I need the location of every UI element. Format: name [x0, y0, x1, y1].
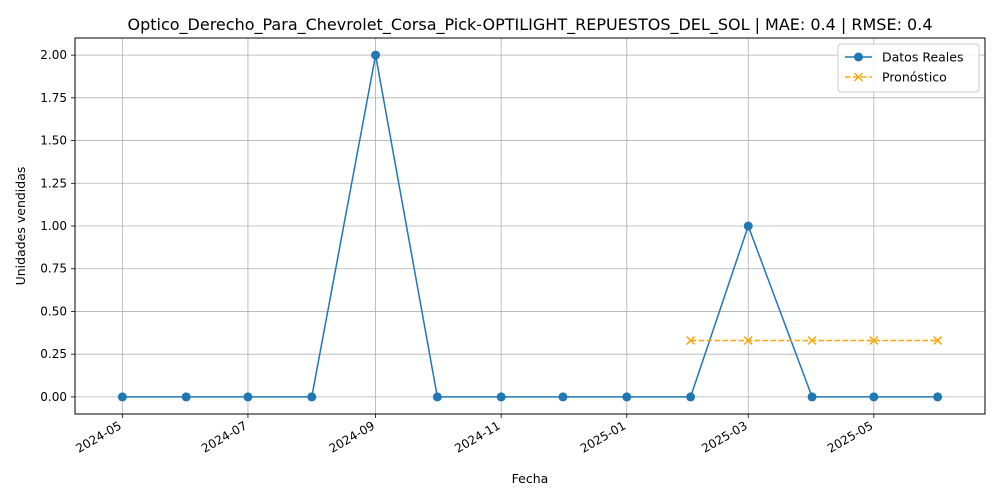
data-point: [307, 392, 317, 402]
y-axis-label: Unidades vendidas: [13, 167, 28, 286]
y-tick-label: 1.75: [40, 91, 67, 105]
y-tick-label: 1.00: [40, 219, 67, 233]
legend: Datos Reales Pronóstico: [837, 43, 980, 93]
data-point: [869, 392, 879, 402]
legend-marker: [853, 72, 864, 82]
legend-marker: [854, 52, 863, 62]
legend-label: Pronóstico: [882, 70, 947, 85]
data-point: [869, 335, 879, 346]
series-0: [117, 50, 943, 402]
data-point: [558, 392, 568, 402]
data-point: [686, 335, 696, 346]
data-point: [743, 335, 753, 346]
series-1: [686, 335, 943, 346]
data-point: [807, 392, 817, 402]
x-tick-label: 2024-05: [73, 418, 123, 455]
y-tick-label: 1.25: [40, 176, 67, 190]
data-point: [432, 392, 442, 402]
y-tick-label: 0.00: [40, 390, 67, 404]
legend-label: Datos Reales: [882, 50, 963, 65]
legend-box: [837, 43, 980, 93]
x-axis-label: Fecha: [512, 471, 549, 486]
data-point: [117, 392, 127, 402]
chart-title: Optico_Derecho_Para_Chevrolet_Corsa_Pick…: [127, 15, 932, 35]
x-tick-label: 2024-11: [452, 418, 502, 455]
data-point: [496, 392, 506, 402]
data-point: [933, 392, 943, 402]
data-point: [686, 392, 696, 402]
data-point: [243, 392, 253, 402]
series-line: [122, 54, 938, 398]
y-tick-label: 0.75: [40, 262, 67, 276]
tick-layer: 0.00 0.25 0.50 0.75 1.00 1.25 1.50 1.75 2.00 2024…: [40, 48, 875, 456]
y-tick-label: 0.25: [40, 347, 67, 361]
data-point: [933, 335, 943, 346]
y-tick-label: 2.00: [40, 48, 67, 62]
y-tick-label: 0.50: [40, 304, 67, 318]
data-point: [807, 335, 817, 346]
x-tick-label: 2025-03: [699, 418, 749, 455]
x-tick-label: 2024-09: [327, 418, 377, 455]
x-tick-label: 2024-07: [199, 418, 249, 455]
x-tick-label: 2025-01: [578, 418, 628, 455]
series-layer: [117, 50, 943, 402]
y-tick-label: 1.50: [40, 134, 67, 148]
data-point: [181, 392, 191, 402]
data-point: [371, 50, 381, 60]
grid-lines: [75, 38, 985, 414]
x-tick-label: 2025-05: [825, 418, 875, 455]
data-point: [622, 392, 632, 402]
data-point: [743, 221, 753, 231]
